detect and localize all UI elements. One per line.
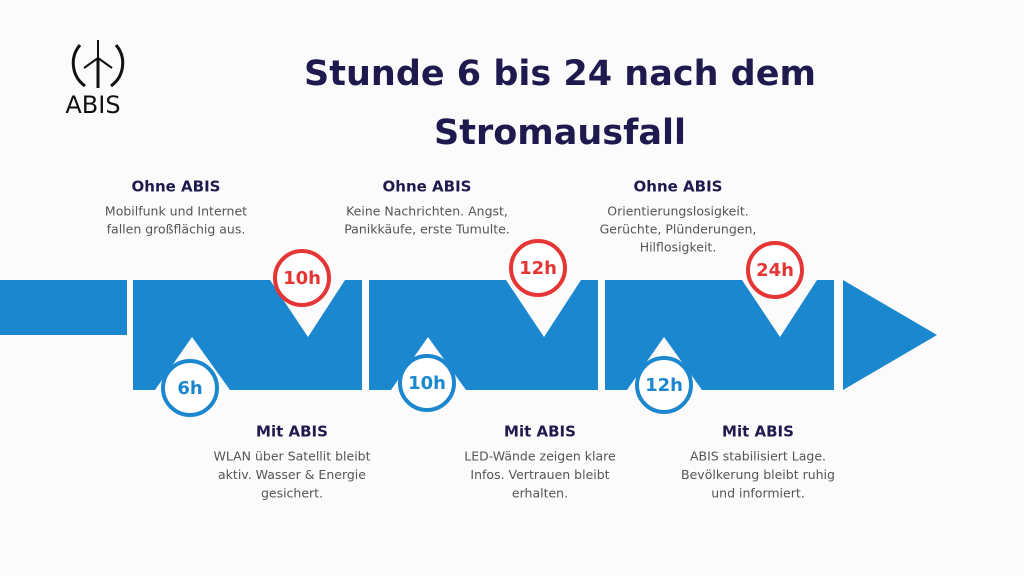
mit-heading: Mit ABIS [256, 423, 328, 441]
ohne-text: Mobilfunk und Internet [105, 204, 247, 219]
logo-icon [71, 40, 125, 88]
time-label: 6h [177, 378, 202, 399]
time-badge [635, 356, 693, 414]
time-label: 10h [408, 373, 446, 394]
time-label: 12h [519, 258, 557, 279]
time-label: 12h [645, 375, 683, 396]
ohne-text: Panikkäufe, erste Tumulte. [344, 222, 510, 237]
ohne-heading: Ohne ABIS [132, 178, 221, 196]
mit-text: Bevölkerung bleibt ruhig [681, 467, 835, 482]
title-line: Stunde 6 bis 24 nach dem [304, 54, 816, 94]
mit-text: gesichert. [261, 486, 323, 501]
mit-heading: Mit ABIS [504, 423, 576, 441]
ohne-text: Hilflosigkeit. [640, 240, 717, 255]
ohne-heading: Ohne ABIS [634, 178, 723, 196]
mit-text: LED-Wände zeigen klare [464, 449, 616, 464]
ohne-text: fallen großflächig aus. [107, 222, 246, 237]
ohne-text: Gerüchte, Plünderungen, [600, 222, 757, 237]
time-label: 10h [283, 268, 321, 289]
timeline-band [0, 280, 937, 390]
mit-text: erhalten. [512, 486, 568, 501]
time-label: 24h [756, 260, 794, 281]
time-badge [509, 239, 567, 297]
ohne-text: Keine Nachrichten. Angst, [346, 204, 508, 219]
mit-text: Infos. Vertrauen bleibt [470, 467, 609, 482]
ohne-heading: Ohne ABIS [383, 178, 472, 196]
mit-text: WLAN über Satellit bleibt [213, 449, 370, 464]
mit-text: und informiert. [711, 486, 804, 501]
mit-text: ABIS stabilisiert Lage. [690, 449, 826, 464]
title-line: Stromausfall [434, 113, 686, 153]
time-badge [273, 249, 331, 307]
time-badge [398, 354, 456, 412]
logo-text: ABIS [65, 91, 120, 119]
ohne-text: Orientierungslosigkeit. [607, 204, 748, 219]
mit-text: aktiv. Wasser & Energie [218, 467, 366, 482]
mit-heading: Mit ABIS [722, 423, 794, 441]
time-badge [746, 241, 804, 299]
time-badge [161, 359, 219, 417]
